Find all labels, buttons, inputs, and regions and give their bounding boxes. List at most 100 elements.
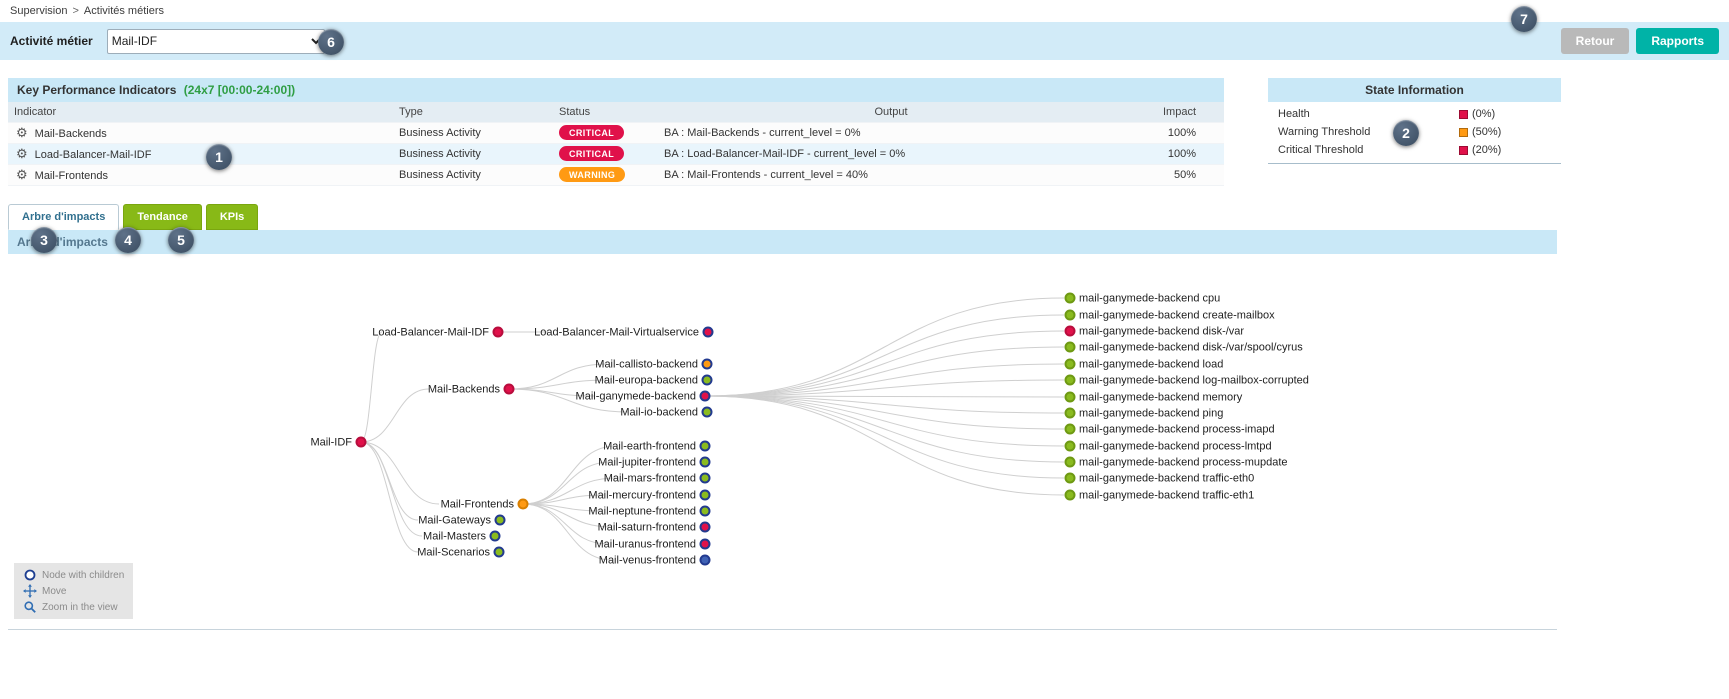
- indicator-name[interactable]: Mail-Backends: [34, 127, 107, 140]
- tree-node-svc-log[interactable]: mail-ganymede-backend log-mailbox-corrup…: [1064, 374, 1309, 387]
- indicator-name[interactable]: Load-Balancer-Mail-IDF: [34, 148, 152, 161]
- tree-node-svc-create[interactable]: mail-ganymede-backend create-mailbox: [1064, 309, 1276, 322]
- tree-node-io[interactable]: Mail-io-backend: [620, 406, 713, 419]
- kpi-column-impact[interactable]: Impact: [1162, 105, 1196, 118]
- tree-node-dot[interactable]: [701, 358, 713, 370]
- kpi-column-indicator[interactable]: Indicator: [14, 105, 57, 118]
- tab-arbre-d-impacts[interactable]: Arbre d'impacts: [8, 204, 120, 230]
- tree-node-backends[interactable]: Mail-Backends: [428, 383, 515, 396]
- indicator-name[interactable]: Mail-Frontends: [34, 169, 109, 182]
- tree-node-dot[interactable]: [493, 546, 505, 558]
- tree-node-dot[interactable]: [699, 456, 711, 468]
- tree-node-dot[interactable]: [1064, 309, 1076, 321]
- tree-node-lbvs[interactable]: Load-Balancer-Mail-Virtualservice: [534, 326, 714, 339]
- indicator-cell: ⚙ Mail-Frontends: [8, 164, 393, 185]
- tree-node-gateways[interactable]: Mail-Gateways: [418, 514, 506, 527]
- tree-node-earth[interactable]: Mail-earth-frontend: [603, 440, 711, 453]
- tab-tendance[interactable]: Tendance: [123, 204, 202, 230]
- tree-node-dot[interactable]: [1064, 325, 1076, 337]
- tree-node-mercury[interactable]: Mail-mercury-frontend: [588, 489, 711, 502]
- tree-node-scenarios[interactable]: Mail-Scenarios: [417, 546, 505, 559]
- tree-node-dot[interactable]: [1064, 407, 1076, 419]
- tree-node-dot[interactable]: [1064, 374, 1076, 386]
- state-color-swatch: [1459, 127, 1468, 137]
- tree-node-dot[interactable]: [699, 489, 711, 501]
- tree-node-svc-ping[interactable]: mail-ganymede-backend ping: [1064, 407, 1224, 420]
- tree-node-svc-mupdate[interactable]: mail-ganymede-backend process-mupdate: [1064, 456, 1288, 469]
- tree-node-label: mail-ganymede-backend memory: [1079, 392, 1243, 404]
- tree-node-svc-diskspool[interactable]: mail-ganymede-backend disk-/var/spool/cy…: [1064, 341, 1304, 354]
- business-activity-select[interactable]: Mail-IDF: [106, 28, 325, 54]
- tree-node-mail-idf[interactable]: Mail-IDF: [310, 436, 367, 449]
- tree-node-neptune[interactable]: Mail-neptune-frontend: [588, 505, 711, 518]
- tree-node-jupiter[interactable]: Mail-jupiter-frontend: [598, 456, 711, 469]
- tree-node-uranus[interactable]: Mail-uranus-frontend: [595, 538, 711, 551]
- tree-link: [360, 441, 440, 505]
- tree-node-dot[interactable]: [1064, 423, 1076, 435]
- tree-node-callisto[interactable]: Mail-callisto-backend: [595, 358, 713, 371]
- legend-label: Node with children: [42, 569, 125, 581]
- retour-button[interactable]: Retour: [1560, 28, 1630, 54]
- tree-node-dot[interactable]: [699, 390, 711, 402]
- tree-node-dot[interactable]: [1064, 456, 1076, 468]
- tree-node-dot[interactable]: [517, 498, 529, 510]
- tree-node-dot[interactable]: [699, 521, 711, 533]
- gear-icon[interactable]: ⚙: [16, 166, 28, 182]
- tree-node-lb[interactable]: Load-Balancer-Mail-IDF: [372, 326, 504, 339]
- tree-node-dot[interactable]: [699, 505, 711, 517]
- tree-node-frontends[interactable]: Mail-Frontends: [441, 498, 529, 511]
- rapports-button[interactable]: Rapports: [1636, 28, 1719, 54]
- tree-legend: Node with children Move Zoom in the view: [14, 563, 134, 619]
- tree-node-svc-diskvar[interactable]: mail-ganymede-backend disk-/var: [1064, 325, 1245, 338]
- tree-node-svc-load[interactable]: mail-ganymede-backend load: [1064, 358, 1224, 371]
- kpi-row-load-balancer-mail-idf: ⚙ Load-Balancer-Mail-IDF Business Activity…: [8, 143, 1224, 164]
- tree-node-venus[interactable]: Mail-venus-frontend: [599, 554, 711, 567]
- tree-node-dot[interactable]: [492, 326, 504, 338]
- indicator-output: BA : Load-Balancer-Mail-IDF - current_le…: [664, 147, 906, 160]
- tab-kpis[interactable]: KPIs: [205, 204, 259, 230]
- gear-icon[interactable]: ⚙: [16, 145, 28, 161]
- tree-node-dot[interactable]: [355, 436, 367, 448]
- tree-node-dot[interactable]: [1064, 472, 1076, 484]
- kpi-column-type[interactable]: Type: [399, 105, 423, 118]
- tree-node-svc-memory[interactable]: mail-ganymede-backend memory: [1064, 391, 1243, 404]
- tree-node-europa[interactable]: Mail-europa-backend: [595, 374, 713, 387]
- tree-node-dot[interactable]: [494, 514, 506, 526]
- tree-node-dot[interactable]: [702, 326, 714, 338]
- tree-node-dot[interactable]: [699, 554, 711, 566]
- tree-node-dot[interactable]: [699, 538, 711, 550]
- kpi-column-output[interactable]: Output: [874, 105, 908, 118]
- breadcrumb-item-supervision[interactable]: Supervision: [10, 5, 68, 17]
- tree-node-svc-eth1[interactable]: mail-ganymede-backend traffic-eth1: [1064, 489, 1255, 502]
- tree-node-svc-lmtpd[interactable]: mail-ganymede-backend process-lmtpd: [1064, 440, 1272, 453]
- indicator-impact: 100%: [1167, 147, 1196, 160]
- tree-node-label: Mail-earth-frontend: [603, 441, 696, 453]
- tree-node-saturn[interactable]: Mail-saturn-frontend: [598, 521, 711, 534]
- annotation-badge-6: 6: [318, 29, 344, 55]
- tree-node-svc-cpu[interactable]: mail-ganymede-backend cpu: [1064, 292, 1221, 305]
- kpi-column-status[interactable]: Status: [559, 105, 591, 118]
- tree-node-dot[interactable]: [699, 472, 711, 484]
- tree-node-dot[interactable]: [1064, 358, 1076, 370]
- tree-node-svc-imapd[interactable]: mail-ganymede-backend process-imapd: [1064, 423, 1275, 436]
- tree-node-dot[interactable]: [701, 374, 713, 386]
- tree-node-dot[interactable]: [701, 406, 713, 418]
- tree-node-svc-eth0[interactable]: mail-ganymede-backend traffic-eth0: [1064, 472, 1255, 485]
- tree-node-dot[interactable]: [699, 440, 711, 452]
- move-icon: [23, 584, 37, 598]
- tree-node-dot[interactable]: [1064, 292, 1076, 304]
- tree-node-label: mail-ganymede-backend create-mailbox: [1079, 310, 1275, 322]
- gear-icon[interactable]: ⚙: [16, 124, 28, 140]
- tree-node-dot[interactable]: [1064, 391, 1076, 403]
- impact-tree-canvas[interactable]: Mail-IDF Load-Balancer-Mail-IDF Mail-Backe…: [8, 254, 1557, 630]
- tree-node-dot[interactable]: [489, 530, 501, 542]
- indicator-output: BA : Mail-Frontends - current_level = 40…: [664, 168, 868, 181]
- tree-node-dot[interactable]: [1064, 341, 1076, 353]
- tree-node-masters[interactable]: Mail-Masters: [423, 530, 501, 543]
- tree-node-dot[interactable]: [1064, 440, 1076, 452]
- tree-node-ganymede[interactable]: Mail-ganymede-backend: [576, 390, 711, 403]
- tree-node-dot[interactable]: [1064, 489, 1076, 501]
- tree-node-mars[interactable]: Mail-mars-frontend: [604, 472, 711, 485]
- tree-node-dot[interactable]: [503, 383, 515, 395]
- breadcrumb-item-activites-metiers[interactable]: Activités métiers: [83, 5, 164, 17]
